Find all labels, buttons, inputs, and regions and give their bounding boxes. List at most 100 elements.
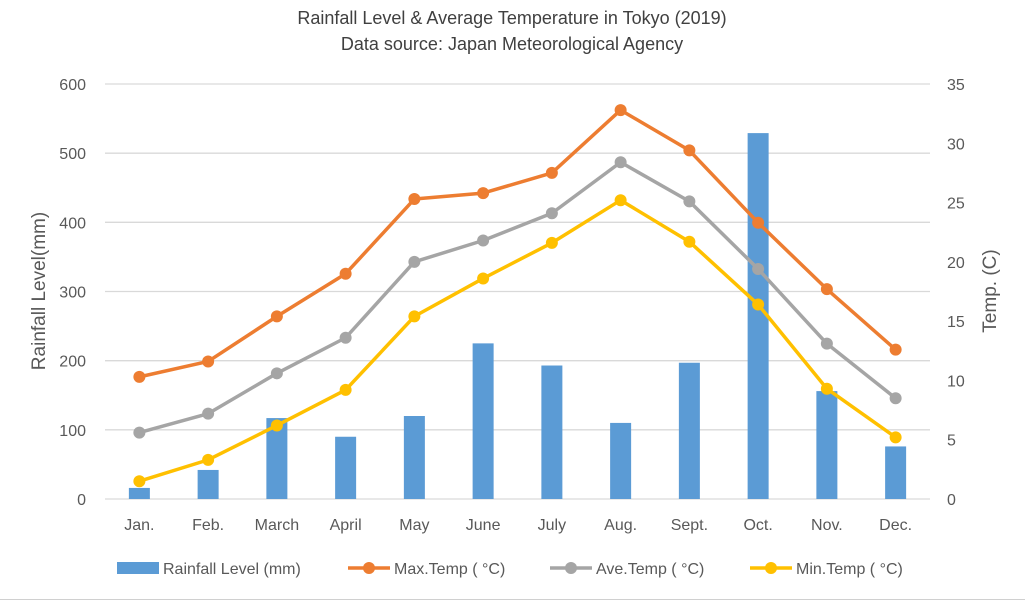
data-point	[339, 331, 352, 344]
chart-title: Rainfall Level & Average Temperature in …	[297, 8, 726, 28]
data-point	[683, 195, 696, 208]
data-point	[889, 431, 902, 444]
legend-swatch-marker	[765, 562, 777, 574]
rainfall-bar	[885, 446, 907, 499]
legend-label: Min.Temp ( °C)	[796, 561, 903, 578]
rainfall-bar	[403, 416, 425, 499]
data-point	[889, 392, 902, 405]
legend-swatch-marker	[565, 562, 577, 574]
series-max-temp	[133, 104, 902, 383]
right-tick-label: 5	[947, 433, 956, 450]
data-point	[408, 310, 421, 323]
x-tick-label: Jan.	[124, 517, 154, 534]
legend-label: Rainfall Level (mm)	[163, 561, 301, 578]
data-point	[752, 298, 765, 311]
series-line	[137, 198, 898, 483]
data-point	[408, 255, 421, 268]
rainfall-bar	[266, 418, 288, 499]
rainfall-bar	[335, 436, 357, 499]
x-tick-label: July	[538, 517, 566, 534]
left-tick-label: 500	[59, 146, 86, 163]
x-tick-label: Oct.	[743, 517, 772, 534]
data-point	[820, 382, 833, 395]
left-tick-label: 0	[77, 492, 86, 509]
data-point	[202, 355, 215, 368]
x-axis-ticks: Jan. Feb. March April May June July Aug. Sept. Oc…	[124, 517, 912, 534]
x-tick-label: June	[466, 517, 501, 534]
rainfall-bar	[610, 422, 632, 499]
right-tick-label: 0	[947, 492, 956, 509]
data-point	[408, 193, 421, 206]
data-point	[477, 272, 490, 285]
data-point	[614, 156, 627, 169]
series-line	[137, 160, 898, 435]
left-axis-title: Rainfall Level(mm)	[29, 212, 50, 370]
data-point	[752, 216, 765, 229]
data-point	[339, 267, 352, 280]
series-ave-temp	[133, 156, 902, 439]
right-tick-label: 25	[947, 196, 965, 213]
legend-label: Max.Temp ( °C)	[394, 561, 505, 578]
x-tick-label: March	[255, 517, 299, 534]
gridlines	[105, 83, 930, 500]
data-point	[545, 236, 558, 249]
right-tick-label: 30	[947, 136, 965, 153]
rainfall-bar	[128, 487, 150, 499]
legend-item: Min.Temp ( °C)	[750, 561, 903, 578]
left-axis-ticks: 0 100 200 300 400 500 600	[59, 77, 86, 509]
data-point	[752, 262, 765, 275]
rainfall-bars	[128, 133, 907, 499]
data-point	[683, 235, 696, 248]
legend-item: Max.Temp ( °C)	[348, 561, 505, 578]
legend-swatch-bar	[117, 562, 159, 574]
left-tick-label: 100	[59, 423, 86, 440]
data-point	[202, 453, 215, 466]
data-point	[133, 370, 146, 383]
temperature-lines	[133, 104, 902, 488]
x-tick-label: Sept.	[671, 517, 708, 534]
left-tick-label: 600	[59, 77, 86, 94]
series-line	[137, 108, 898, 379]
chart-subtitle: Data source: Japan Meteorological Agency	[341, 34, 683, 54]
x-tick-label: April	[330, 517, 362, 534]
legend-label: Ave.Temp ( °C)	[596, 561, 704, 578]
x-tick-label: May	[399, 517, 429, 534]
x-tick-label: Aug.	[604, 517, 637, 534]
rainfall-bar	[472, 343, 494, 499]
data-point	[545, 207, 558, 220]
x-tick-label: Feb.	[192, 517, 224, 534]
right-tick-label: 20	[947, 255, 965, 272]
right-tick-label: 10	[947, 373, 965, 390]
data-point	[614, 104, 627, 117]
x-tick-label: Nov.	[811, 517, 843, 534]
data-point	[339, 383, 352, 396]
data-point	[477, 234, 490, 247]
x-tick-label: Dec.	[879, 517, 912, 534]
legend-item: Rainfall Level (mm)	[117, 561, 301, 578]
data-point	[477, 187, 490, 200]
right-tick-label: 15	[947, 314, 965, 331]
left-tick-label: 400	[59, 215, 86, 232]
rainfall-bar	[197, 469, 219, 499]
legend-item: Ave.Temp ( °C)	[550, 561, 704, 578]
rainfall-bar	[816, 391, 838, 499]
left-tick-label: 300	[59, 285, 86, 302]
data-point	[614, 194, 627, 207]
right-axis-ticks: 0 5 10 15 20 25 30 35	[947, 77, 965, 509]
legend-swatch-marker	[363, 562, 375, 574]
data-point	[683, 144, 696, 157]
data-point	[133, 475, 146, 488]
right-tick-label: 35	[947, 77, 965, 94]
legend: Rainfall Level (mm) Max.Temp ( °C) Ave.Tem…	[117, 561, 903, 578]
data-point	[270, 419, 283, 432]
rainfall-bar	[678, 362, 700, 499]
rainfall-bar	[541, 365, 563, 499]
data-point	[202, 407, 215, 420]
data-point	[820, 337, 833, 350]
data-point	[545, 166, 558, 179]
data-point	[133, 426, 146, 439]
data-point	[270, 310, 283, 323]
data-point	[270, 367, 283, 380]
